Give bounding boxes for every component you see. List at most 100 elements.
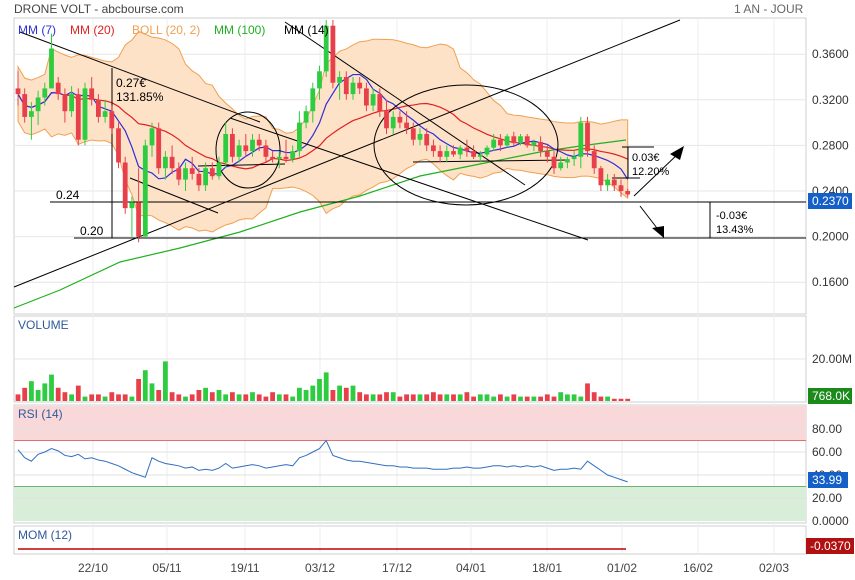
volume-bar: [129, 396, 135, 401]
volume-bar: [451, 394, 456, 401]
volume-bar: [196, 390, 202, 401]
volume-bar: [49, 374, 54, 401]
volume-bar: [350, 385, 356, 401]
volume-bar: [390, 392, 396, 401]
volume-bar: [176, 394, 182, 401]
rsi-tick-label: 0.0000: [812, 514, 849, 528]
volume-bar: [149, 383, 155, 401]
candle-body: [276, 156, 282, 160]
arrow-up-head: [670, 146, 684, 160]
mm100-polyline: [13, 139, 627, 309]
volume-bar: [243, 394, 249, 401]
volume-bar: [297, 387, 302, 401]
svg-text:768.0K: 768.0K: [812, 389, 850, 403]
candle-body: [250, 139, 255, 152]
circle-pattern-2: [373, 84, 559, 206]
candle-body: [491, 139, 497, 148]
candle-body: [35, 97, 41, 112]
rsi-tick-label: 60.00: [812, 445, 842, 459]
volume-bar: [477, 394, 483, 401]
candle-body: [343, 77, 349, 95]
candle-body: [457, 147, 463, 155]
candle-body: [209, 168, 215, 177]
rsi-bands: [14, 406, 806, 521]
volume-bar: [96, 394, 101, 401]
candle-body: [410, 128, 416, 140]
candle-body: [169, 156, 175, 169]
candle-body: [75, 94, 81, 140]
rsi-line: [17, 439, 628, 483]
volume-bar: [183, 396, 188, 401]
volume-bar: [283, 394, 289, 401]
candle-body: [69, 94, 74, 112]
price-tick-label: 0.3600: [812, 47, 849, 61]
bollinger-band-fill: [17, 30, 629, 233]
volume-bar: [276, 394, 282, 401]
volume-bar: [209, 392, 215, 401]
price-tick-label: 0.3200: [812, 93, 849, 107]
candle-body: [397, 116, 403, 123]
candle-body: [256, 139, 262, 146]
candle-body: [571, 156, 577, 160]
candle-body: [136, 202, 141, 237]
x-tick-label: 17/12: [382, 561, 412, 575]
volume-bar: [29, 381, 34, 401]
volume-bar: [323, 372, 329, 401]
annotation-up-pct: 12.20%: [632, 166, 670, 178]
rsi-badge: 33.99: [808, 472, 848, 488]
volume-bar: [35, 390, 41, 401]
period-label[interactable]: 1 AN - JOUR: [734, 2, 804, 16]
candle-body: [598, 168, 604, 186]
volume-bar: [189, 394, 195, 401]
candle-body: [270, 156, 275, 160]
legend-boll: BOLL (20, 2): [132, 23, 200, 37]
volume-bars: [15, 361, 631, 401]
volume-bar: [216, 390, 222, 401]
volume-bar: [437, 394, 443, 401]
candle-body: [49, 48, 54, 89]
candle-body: [444, 151, 450, 157]
mom-badge: -0.0370: [806, 538, 854, 554]
candle-body: [317, 71, 322, 89]
candle-body: [323, 25, 329, 72]
volume-bar: [591, 392, 597, 401]
candle-body: [129, 202, 135, 209]
candle-body: [163, 156, 168, 169]
candle-body: [15, 88, 21, 95]
candle-body: [424, 134, 430, 146]
candle-body: [330, 25, 336, 83]
volume-bar: [565, 394, 570, 401]
legend-mm7: MM (7): [18, 23, 56, 37]
volume-bar: [230, 392, 235, 401]
candle-body: [122, 162, 128, 209]
trendline-down-3: [229, 117, 589, 241]
x-tick-label: 02/03: [759, 561, 789, 575]
x-tick-label: 18/01: [532, 561, 562, 575]
candle-body: [303, 111, 309, 123]
candle-body: [464, 147, 470, 152]
candle-body: [357, 82, 363, 89]
candle-body: [310, 88, 316, 112]
rsi-tick-label: 80.00: [812, 422, 842, 436]
candle-body: [538, 141, 543, 152]
volume-badge: 768.0K: [808, 388, 852, 404]
volume-bar: [223, 394, 229, 401]
candle-body: [565, 159, 570, 163]
x-tick-label: 01/02: [607, 561, 637, 575]
volume-bar: [256, 394, 262, 401]
volume-bar: [571, 394, 577, 401]
mom-label: MOM (12): [18, 528, 72, 542]
annotation-up-value: 0.03€: [632, 152, 660, 164]
volume-bar: [424, 394, 430, 401]
bollinger-bands: [17, 30, 629, 233]
candle-body: [364, 88, 369, 106]
volume-bar: [290, 396, 296, 401]
candle-body: [551, 156, 557, 169]
candle-body: [511, 136, 517, 144]
volume-bar: [384, 392, 389, 401]
candle-body: [618, 185, 624, 191]
candle-body: [176, 168, 182, 180]
rsi-tick-label: 20.00: [812, 491, 842, 505]
volume-bar: [538, 396, 543, 401]
candle-body: [611, 179, 617, 186]
